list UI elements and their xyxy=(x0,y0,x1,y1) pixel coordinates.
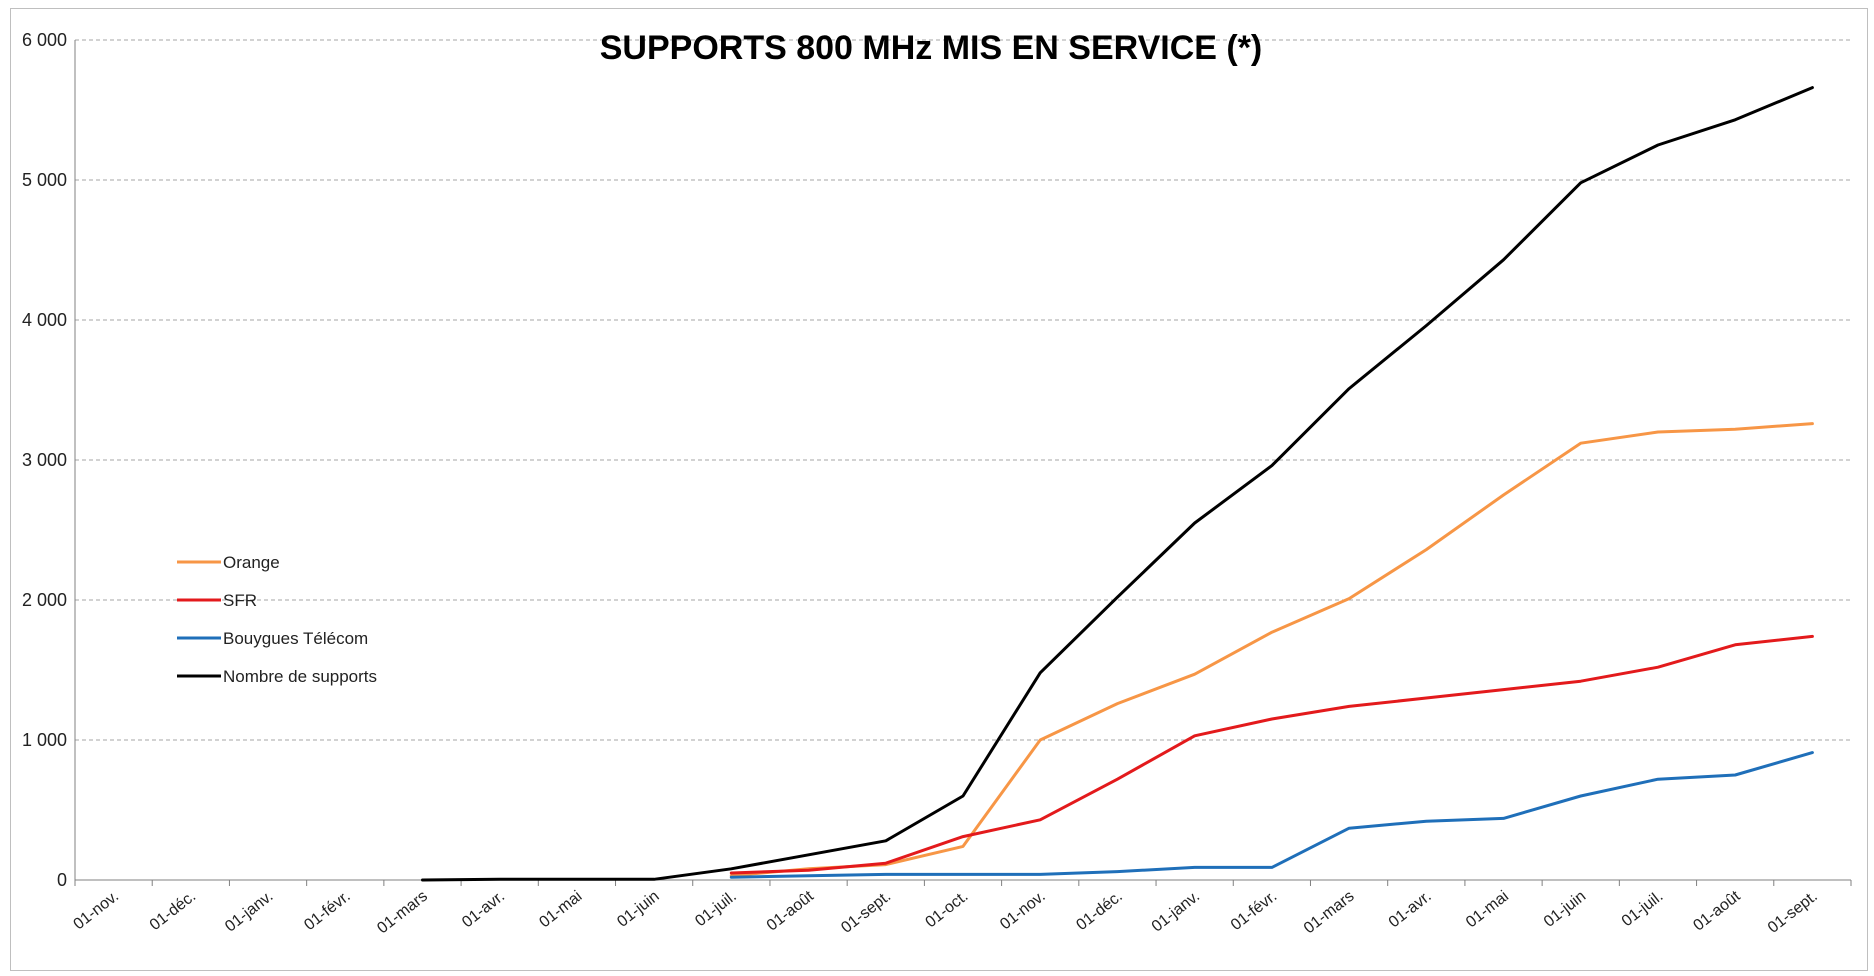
x-axis-tick-labels: 01-nov. 01-déc. 01-janv. 01-févr. 01-mars 01-… xyxy=(70,887,1820,937)
legend-label: Nombre de supports xyxy=(223,667,377,686)
y-tick-label: 6 000 xyxy=(22,30,67,50)
x-tick-label: 01-sept. xyxy=(838,888,894,937)
x-tick-label: 01-sept. xyxy=(1765,888,1821,937)
y-tick-label: 0 xyxy=(57,870,67,890)
chart-title: SUPPORTS 800 MHz MIS EN SERVICE (*) xyxy=(600,29,1263,67)
x-tick-label: 01-avr. xyxy=(1386,888,1435,932)
x-tick-label: 01-juin xyxy=(614,888,662,931)
legend-label: Bouygues Télécom xyxy=(223,629,368,648)
series-line-orange xyxy=(729,422,1814,878)
y-tick-label: 3 000 xyxy=(22,450,67,470)
x-tick-label: 01-déc. xyxy=(147,888,200,934)
series-line-sfr xyxy=(729,634,1814,875)
x-tick-label: 01-oct. xyxy=(922,888,971,932)
x-tick-label: 01-mai xyxy=(536,888,585,932)
x-tick-label: 01-juin xyxy=(1541,888,1589,931)
x-tick-label: 01-août xyxy=(764,887,818,934)
series-line-nombre-de-supports xyxy=(421,86,1814,882)
x-tick-label: 01-mars xyxy=(1301,888,1358,938)
x-tick-label: 01-déc. xyxy=(1073,888,1126,934)
legend-label: Orange xyxy=(223,553,280,572)
x-tick-label: 01-janv. xyxy=(1149,888,1203,936)
x-tick-label: 01-janv. xyxy=(222,888,276,936)
y-tick-label: 5 000 xyxy=(22,170,67,190)
x-tick-label: 01-avr. xyxy=(459,888,508,932)
axes xyxy=(74,40,1852,886)
y-tick-label: 4 000 xyxy=(22,310,67,330)
x-tick-label: 01-nov. xyxy=(70,888,122,934)
x-tick-label: 01-juil. xyxy=(692,888,740,930)
y-tick-label: 1 000 xyxy=(22,730,67,750)
series-lines xyxy=(421,86,1814,882)
x-tick-label: 01-mai xyxy=(1463,888,1512,932)
legend: Orange SFR Bouygues Télécom Nombre de suppo… xyxy=(177,553,377,686)
x-tick-label: 01-févr. xyxy=(301,888,354,934)
x-tick-label: 01-févr. xyxy=(1228,888,1281,934)
series-line-bouygues-t-l-com xyxy=(729,751,1814,879)
y-axis-tick-labels: 0 1 000 2 000 3 000 4 000 5 000 6 000 xyxy=(22,30,67,890)
x-tick-label: 01-mars xyxy=(374,888,431,938)
x-tick-label: 01-nov. xyxy=(997,888,1049,934)
y-tick-label: 2 000 xyxy=(22,590,67,610)
legend-label: SFR xyxy=(223,591,257,610)
x-tick-label: 01-juil. xyxy=(1619,888,1667,930)
x-tick-label: 01-août xyxy=(1690,887,1744,934)
